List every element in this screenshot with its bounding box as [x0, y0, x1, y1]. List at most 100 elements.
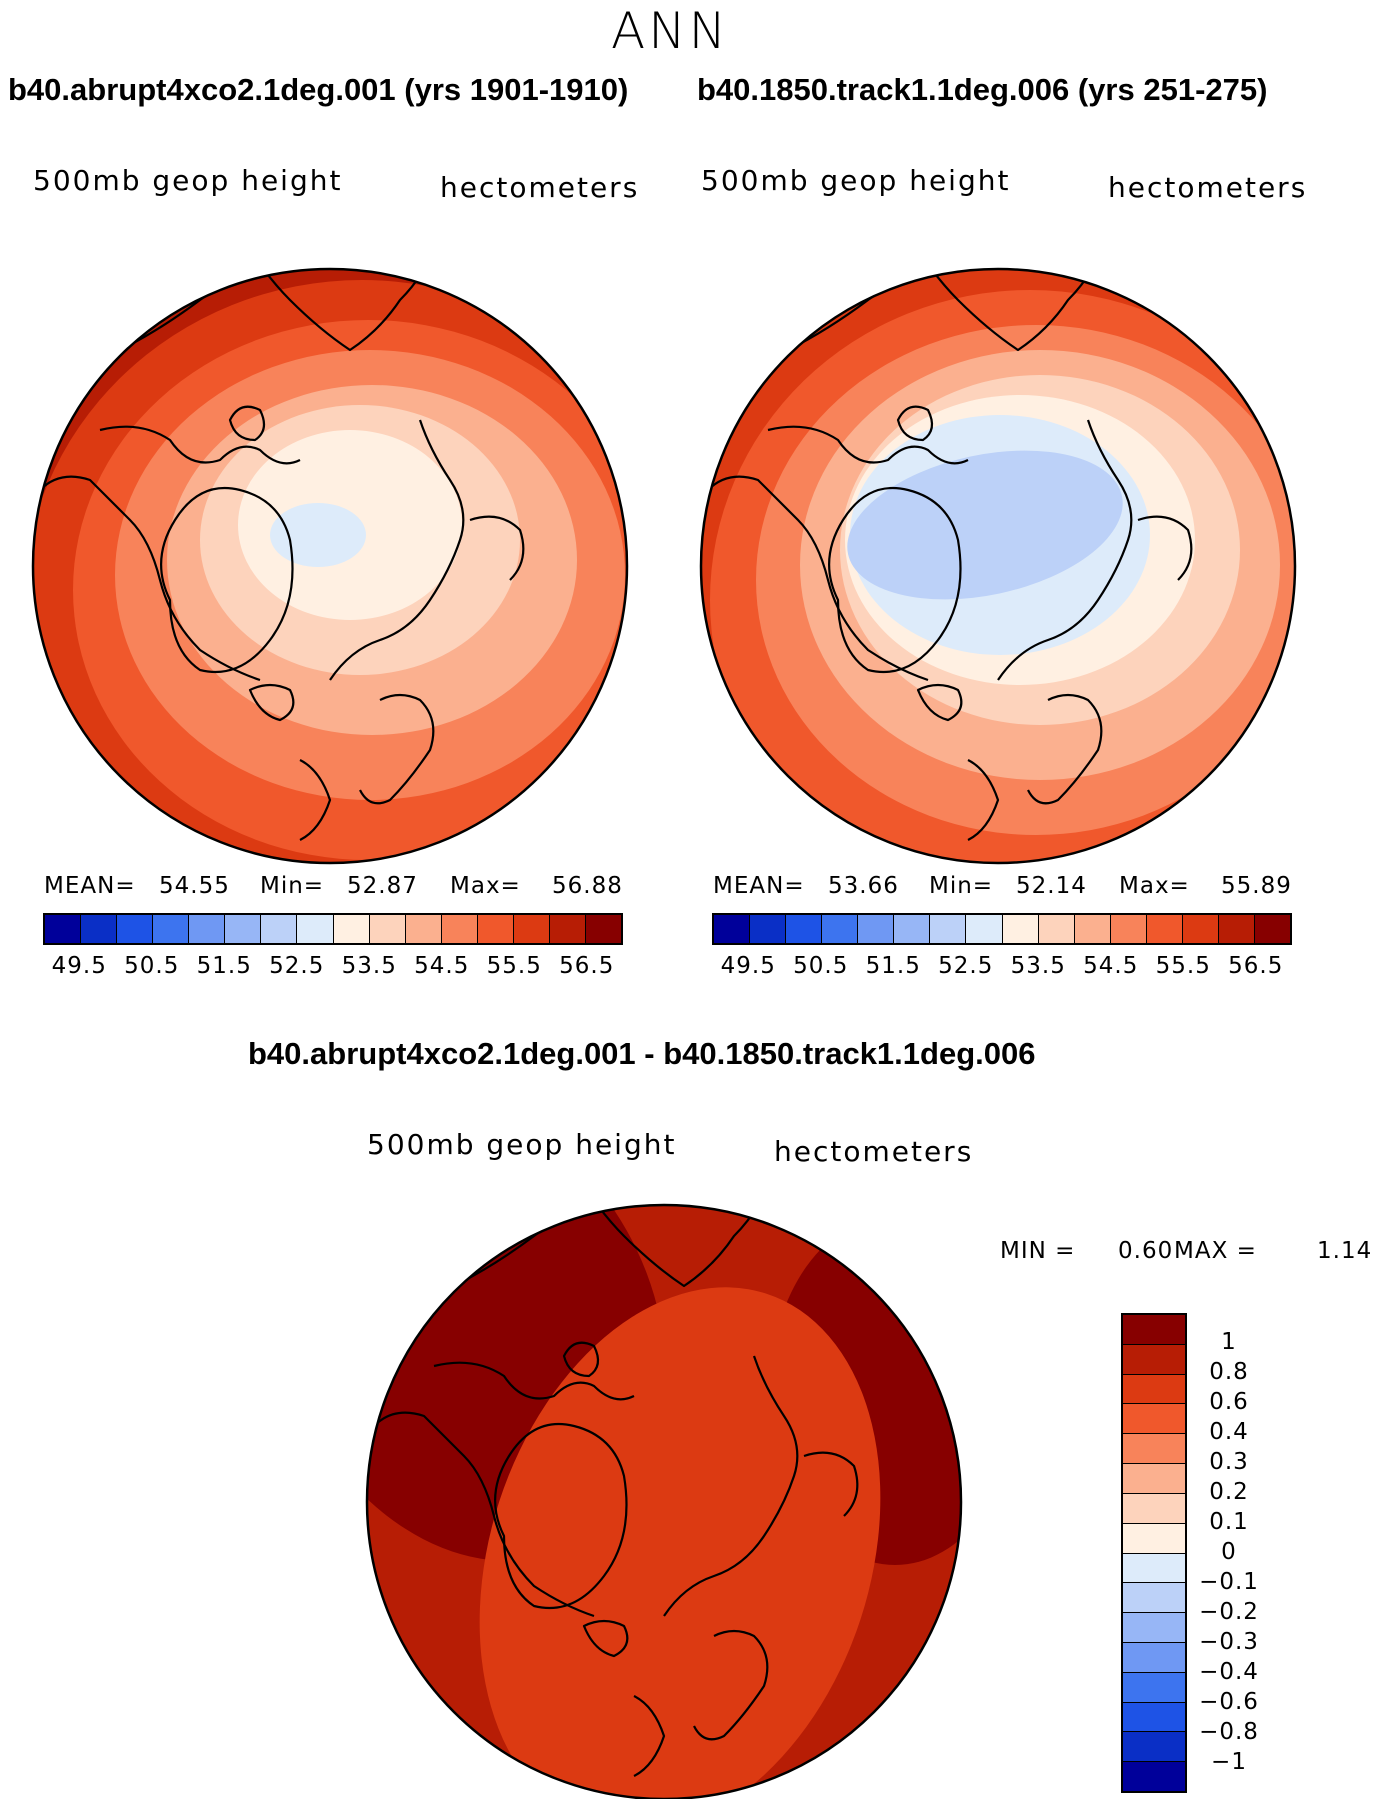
left-min-value: 52.87 [347, 873, 418, 899]
left-colorbar-swatch [153, 915, 190, 943]
right-colorbar-swatch [858, 915, 895, 943]
left-colorbar-tick-label: 52.5 [269, 953, 325, 979]
diff-colorbar-tick-label: −0.6 [1199, 1689, 1259, 1715]
diff-variable-label: 500mb geop height [367, 1128, 677, 1161]
right-mean-label: MEAN= [713, 873, 805, 899]
diff-max-value: 1.14 [1317, 1238, 1373, 1264]
right-min-value: 52.14 [1016, 873, 1087, 899]
left-colorbar-swatch [333, 915, 370, 943]
right-colorbar-tick-label: 56.5 [1228, 953, 1284, 979]
right-colorbar-swatch [966, 915, 1003, 943]
left-variable-label: 500mb geop height [33, 164, 343, 197]
left-case-title: b40.abrupt4xco2.1deg.001 (yrs 1901-1910) [8, 72, 629, 107]
left-colorbar-tick-label: 49.5 [51, 953, 107, 979]
left-colorbar-swatch [405, 915, 442, 943]
left-colorbar-tick-label: 56.5 [559, 953, 615, 979]
diff-min-label: MIN = [1000, 1238, 1076, 1264]
right-map-outline [699, 267, 1297, 865]
left-colorbar-swatch [549, 915, 586, 943]
diff-colorbar-tick-label: 0.1 [1209, 1509, 1249, 1535]
diff-map-outline [365, 1203, 963, 1799]
diff-colorbar-swatch [1123, 1732, 1185, 1763]
right-colorbar-tick-label: 52.5 [938, 953, 994, 979]
left-colorbar-swatch [189, 915, 226, 943]
right-colorbar-swatch [750, 915, 787, 943]
right-colorbar-swatch [894, 915, 931, 943]
right-colorbar-swatch [822, 915, 859, 943]
left-colorbar [43, 913, 623, 945]
diff-colorbar-tick-label: −0.8 [1199, 1719, 1259, 1745]
left-colorbar-swatch [369, 915, 406, 943]
right-units-label: hectometers [1108, 171, 1308, 204]
right-min-label: Min= [929, 873, 994, 899]
diff-colorbar-swatch [1123, 1404, 1185, 1435]
right-colorbar-swatch [1038, 915, 1075, 943]
diff-colorbar-tick-label: −0.3 [1199, 1629, 1259, 1655]
diff-colorbar-tick-label: 0.4 [1209, 1419, 1249, 1445]
diff-colorbar-swatch [1123, 1464, 1185, 1494]
left-polar-map [33, 269, 627, 863]
right-colorbar-swatch [1002, 915, 1039, 943]
right-colorbar-swatch [1074, 915, 1111, 943]
diff-colorbar-swatch [1123, 1583, 1185, 1614]
right-colorbar-swatch [930, 915, 967, 943]
diff-max-label: MAX = [1174, 1238, 1257, 1264]
right-colorbar-swatch [1182, 915, 1219, 943]
left-colorbar-swatch [513, 915, 550, 943]
diff-min-value: 0.60 [1118, 1238, 1174, 1264]
right-colorbar [712, 913, 1292, 945]
diff-colorbar-swatch [1123, 1702, 1185, 1733]
diff-colorbar-tick-label: 0 [1221, 1539, 1237, 1565]
left-colorbar-tick-label: 53.5 [341, 953, 397, 979]
left-map-outline [31, 267, 629, 865]
diff-colorbar-swatch [1123, 1613, 1185, 1643]
diff-band-0-6 [479, 1287, 881, 1799]
diff-colorbar-tick-label: 0.8 [1209, 1359, 1249, 1385]
right-colorbar-swatch [1218, 915, 1255, 943]
diff-colorbar-swatch [1123, 1523, 1185, 1554]
diff-colorbar-swatch [1123, 1672, 1185, 1703]
diff-colorbar-tick-label: 0.6 [1209, 1389, 1249, 1415]
left-max-value: 56.88 [552, 873, 623, 899]
diff-colorbar-tick-label: −0.1 [1199, 1569, 1259, 1595]
right-colorbar-swatch [1146, 915, 1183, 943]
left-colorbar-swatch [81, 915, 118, 943]
left-colorbar-swatch [585, 915, 621, 943]
right-colorbar-tick-label: 51.5 [865, 953, 921, 979]
left-min-label: Min= [260, 873, 325, 899]
left-colorbar-swatch [477, 915, 514, 943]
diff-colorbar-tick-label: 0.3 [1209, 1449, 1249, 1475]
diff-colorbar-swatch [1123, 1553, 1185, 1584]
left-colorbar-swatch [225, 915, 262, 943]
right-colorbar-tick-label: 55.5 [1155, 953, 1211, 979]
right-coastlines [702, 269, 1289, 841]
left-colorbar-tick-label: 51.5 [196, 953, 252, 979]
left-colorbar-swatch [297, 915, 334, 943]
right-colorbar-swatch [1254, 915, 1290, 943]
right-polar-map [701, 269, 1295, 863]
left-colorbar-tick-label: 55.5 [486, 953, 542, 979]
left-mean-label: MEAN= [44, 873, 136, 899]
diff-colorbar [1121, 1313, 1187, 1793]
diff-colorbar-tick-label: −0.2 [1199, 1599, 1259, 1625]
diff-colorbar-swatch [1123, 1315, 1185, 1345]
diff-colorbar-tick-label: −0.4 [1199, 1659, 1259, 1685]
diff-colorbar-tick-label: 0.2 [1209, 1479, 1249, 1505]
diff-colorbar-tick-label: −1 [1211, 1749, 1247, 1775]
diff-colorbar-swatch [1123, 1762, 1185, 1791]
left-max-label: Max= [450, 873, 521, 899]
right-colorbar-swatch [714, 915, 751, 943]
diff-units-label: hectometers [774, 1135, 974, 1168]
right-colorbar-tick-label: 49.5 [720, 953, 776, 979]
right-mean-value: 53.66 [828, 873, 899, 899]
right-variable-label: 500mb geop height [701, 164, 1011, 197]
left-colorbar-swatch [45, 915, 82, 943]
left-colorbar-tick-label: 54.5 [414, 953, 470, 979]
left-colorbar-swatch [441, 915, 478, 943]
left-mean-value: 54.55 [159, 873, 230, 899]
left-units-label: hectometers [440, 171, 640, 204]
left-colorbar-swatch [261, 915, 298, 943]
right-colorbar-swatch [786, 915, 823, 943]
diff-colorbar-swatch [1123, 1374, 1185, 1405]
